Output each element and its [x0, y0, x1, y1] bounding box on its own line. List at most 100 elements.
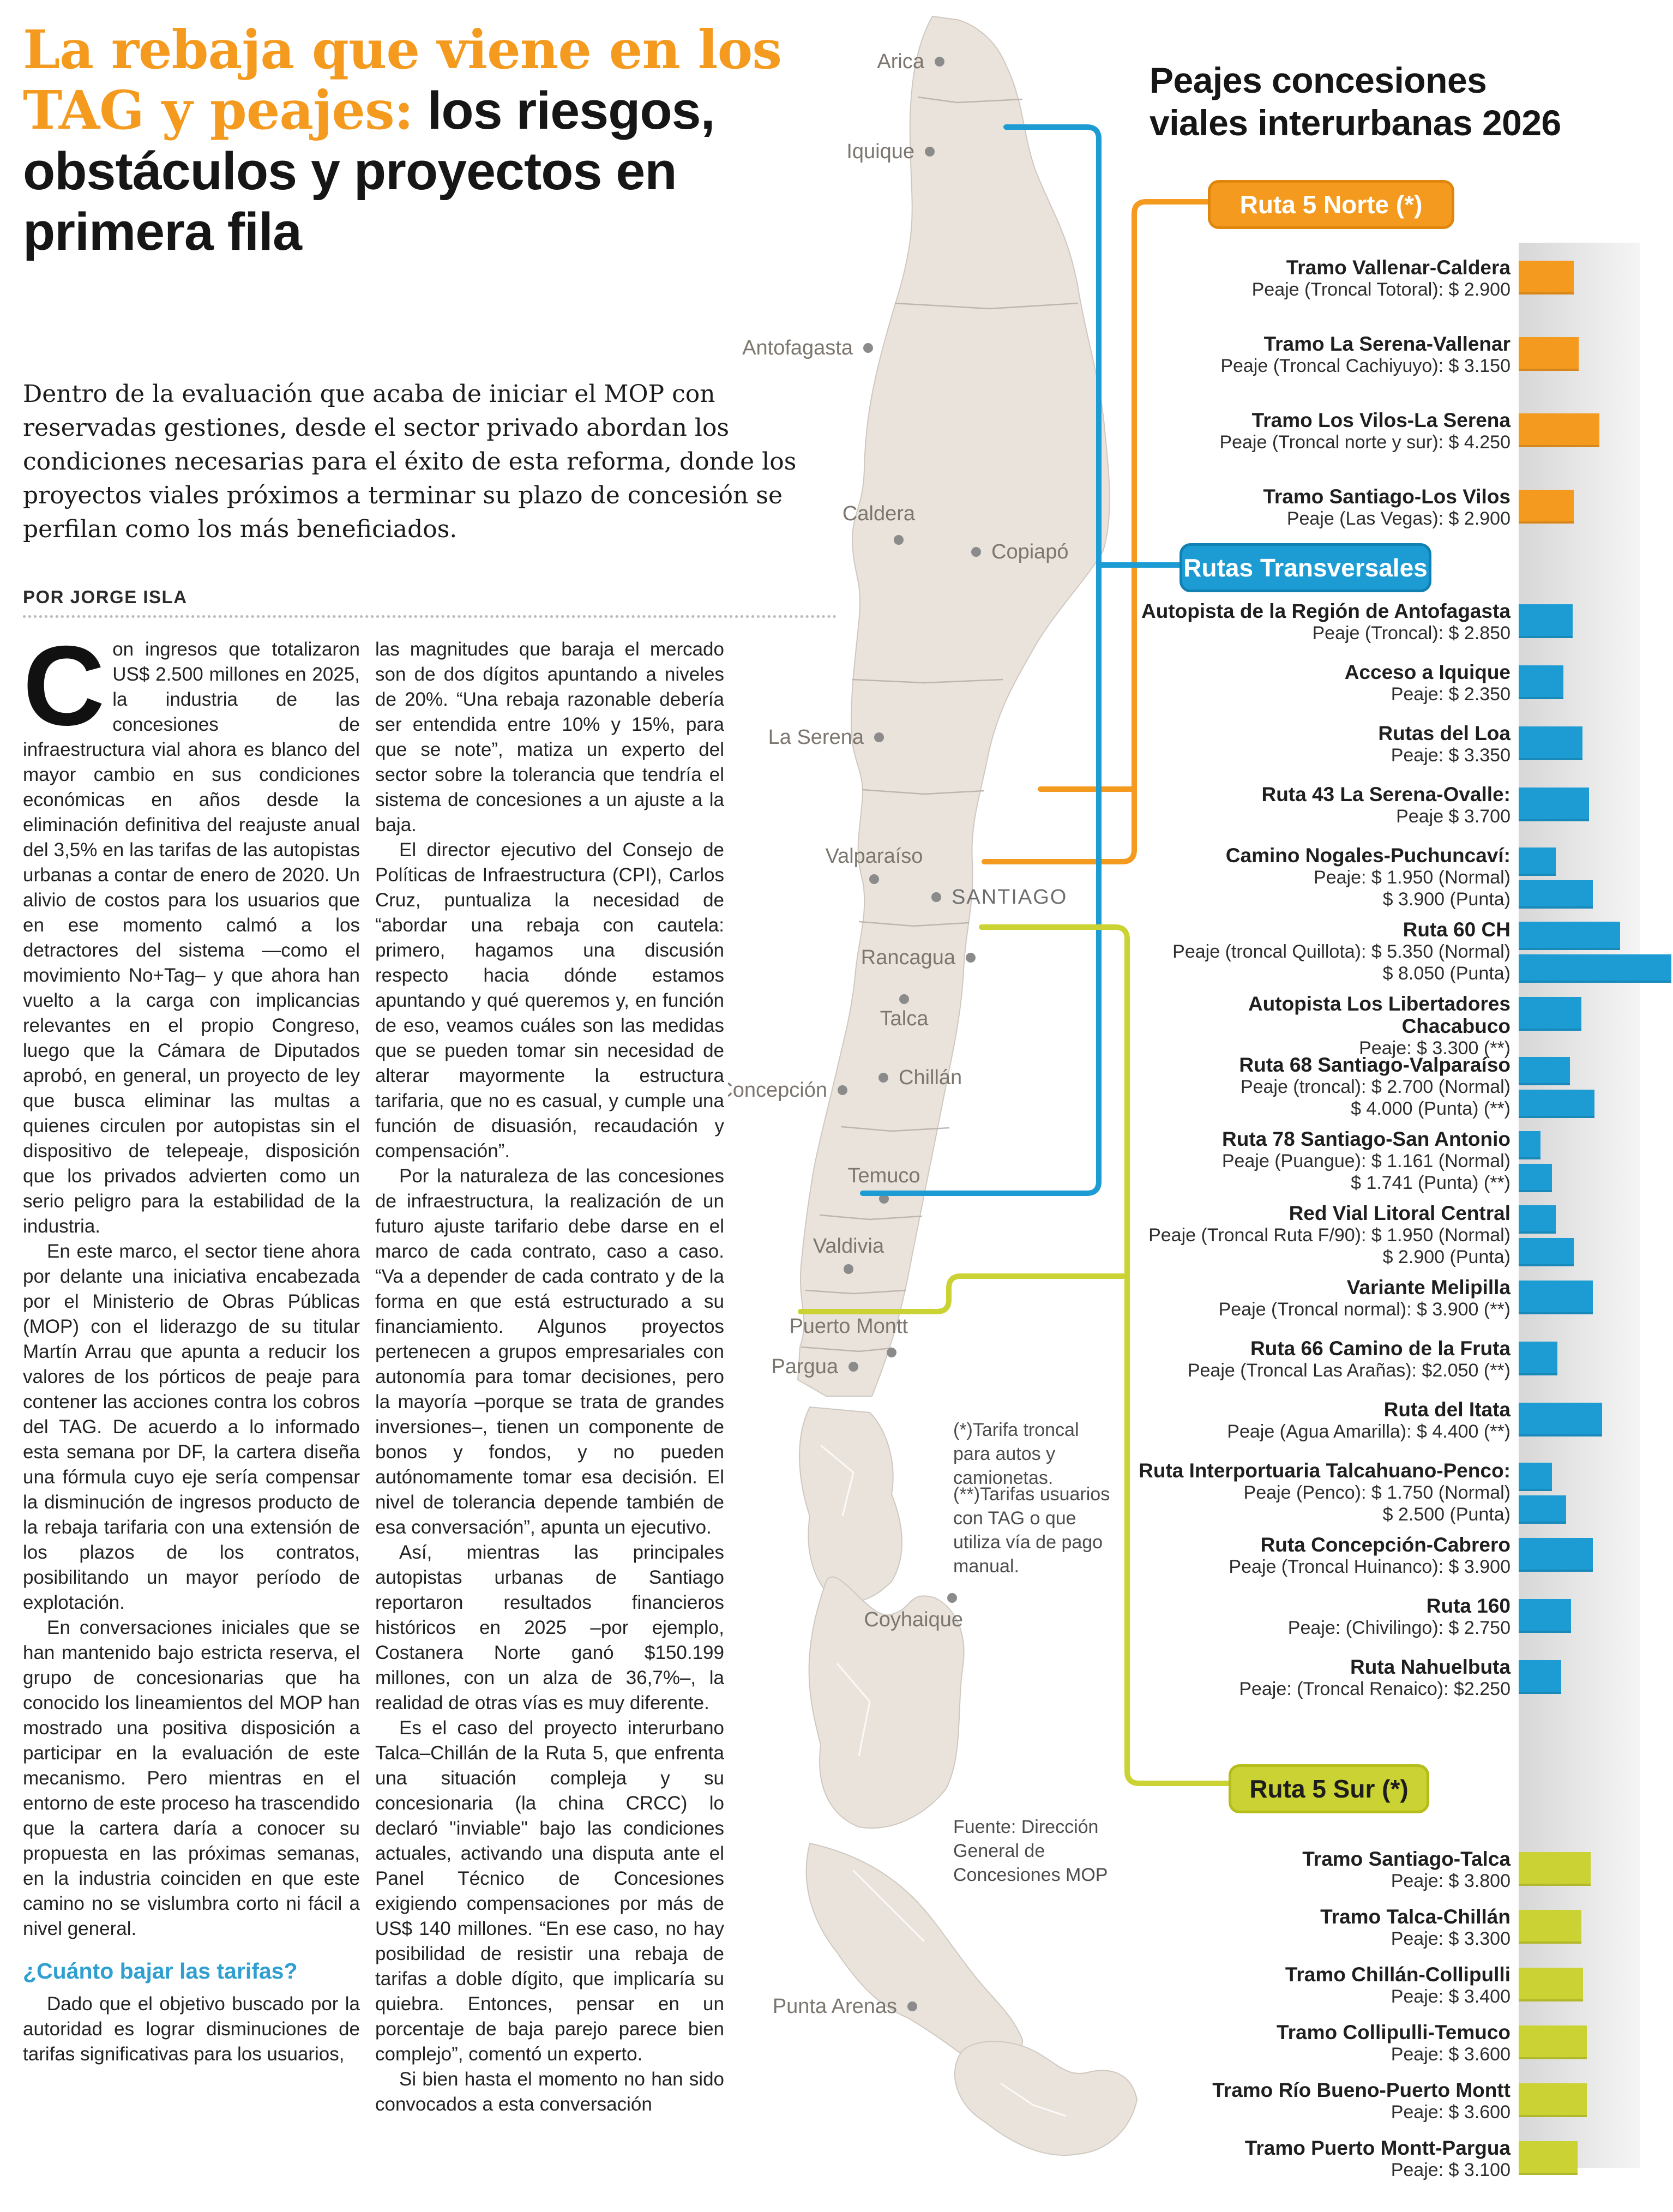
- toll-item-price: Peaje: (Troncal Renaico): $2.250: [1239, 1679, 1510, 1699]
- city-dot: [966, 953, 976, 963]
- toll-bar: [1519, 665, 1563, 699]
- city-label: SANTIAGO: [952, 886, 1067, 909]
- toll-bar: [1519, 1463, 1552, 1491]
- toll-item-price: Peaje: $ 3.350: [1391, 745, 1510, 766]
- toll-bar: [1519, 261, 1574, 294]
- toll-item-title: Autopista Los Libertadores Chacabuco: [1248, 993, 1510, 1037]
- toll-item-title: Variante Melipilla: [1346, 1276, 1510, 1299]
- toll-item-title: Tramo Santiago-Los Vilos: [1263, 485, 1510, 508]
- toll-item-title: Tramo Vallenar-Caldera: [1286, 256, 1510, 279]
- infographic-title-line1: Peajes concesiones: [1150, 60, 1487, 100]
- toll-item-title: Ruta 43 La Serena-Ovalle:: [1261, 783, 1510, 806]
- footnote-2: (**)Tarifas usuarios con TAG o que utili…: [953, 1484, 1110, 1577]
- city-dot: [947, 1593, 957, 1603]
- article-paragraph: El director ejecutivo del Consejo de Pol…: [375, 839, 724, 1162]
- article-column-2: las magnitudes que baraja el mercado son…: [375, 637, 724, 2186]
- toll-item: Ruta Nahuelbuta Peaje: (Troncal Renaico):…: [1134, 1656, 1510, 1700]
- toll-bar: [1519, 1910, 1581, 1944]
- toll-item-price: Peaje: (Chivilingo): $ 2.750: [1287, 1618, 1510, 1638]
- toll-item-price: Peaje: $ 3.400: [1391, 1986, 1510, 2007]
- toll-item: Autopista Los Libertadores Chacabuco Peaj…: [1134, 993, 1510, 1059]
- headline-line: La rebaja que viene en los: [23, 20, 879, 80]
- toll-item: Rutas del Loa Peaje: $ 3.350: [1134, 722, 1510, 766]
- toll-item-title: Ruta Nahuelbuta: [1350, 1656, 1510, 1678]
- toll-bar: [1519, 604, 1573, 638]
- city-dot: [848, 1362, 858, 1372]
- city-label: Puerto Montt: [789, 1315, 908, 1338]
- toll-item-price: Peaje: $ 3.600: [1391, 2102, 1510, 2123]
- toll-item-title: Tramo Río Bueno-Puerto Montt: [1212, 2079, 1510, 2101]
- infographic-title-line2: viales interurbanas 2026: [1150, 103, 1561, 143]
- city-dot: [844, 1264, 853, 1274]
- toll-bar: [1519, 1057, 1570, 1085]
- toll-item-title: Tramo Los Vilos-La Serena: [1251, 409, 1510, 431]
- toll-item-title: Red Vial Litoral Central: [1289, 1202, 1510, 1224]
- toll-item-price: Peaje (Penco): $ 1.750 (Normal): [1243, 1482, 1510, 1503]
- toll-item: Tramo Collipulli-Temuco Peaje: $ 3.600: [1134, 2021, 1510, 2065]
- toll-item-title: Camino Nogales-Puchuncaví:: [1225, 844, 1510, 867]
- article-paragraph: las magnitudes que baraja el mercado son…: [375, 639, 724, 835]
- toll-item-title: Tramo Puerto Montt-Pargua: [1244, 2137, 1510, 2159]
- infographic-title: Peajes concesiones viales interurbanas 2…: [1150, 59, 1662, 144]
- article-paragraph: Así, mientras las principales autopistas…: [375, 1542, 724, 1714]
- toll-item: Ruta 43 La Serena-Ovalle: Peaje $ 3.700: [1134, 783, 1510, 827]
- city-dot: [971, 547, 981, 557]
- section-pill: Ruta 5 Sur (*): [1229, 1764, 1429, 1813]
- toll-bar: [1519, 1164, 1552, 1192]
- toll-item-price: Peaje (troncal Quillota): $ 5.350 (Norma…: [1172, 941, 1510, 962]
- city-dot: [874, 732, 884, 742]
- toll-bar: [1519, 2083, 1587, 2117]
- city-dot: [878, 1073, 888, 1083]
- toll-bar: [1519, 1238, 1574, 1266]
- toll-item-price: Peaje: $ 3.600: [1391, 2044, 1510, 2065]
- article-paragraph: Es el caso del proyecto interurbano Talc…: [375, 1717, 724, 2065]
- toll-item: Tramo Vallenar-Caldera Peaje (Troncal Tot…: [1134, 256, 1510, 300]
- byline: POR JORGE ISLA: [23, 587, 188, 607]
- section-pill: Ruta 5 Norte (*): [1208, 180, 1454, 229]
- section-pill: Rutas Transversales: [1179, 543, 1431, 592]
- toll-bar: [1519, 1205, 1556, 1234]
- toll-item-price: $ 3.900 (Punta): [1382, 889, 1510, 910]
- toll-item: Tramo La Serena-Vallenar Peaje (Troncal C…: [1134, 333, 1510, 377]
- chile-chiloe: [799, 1406, 902, 1603]
- toll-item-price: $ 1.741 (Punta) (**): [1351, 1173, 1510, 1193]
- headline-segment: los riesgos,: [413, 81, 715, 140]
- footnote-1: (*)Tarifa troncal para autos y camioneta…: [953, 1420, 1079, 1488]
- toll-item-price: Peaje (Las Vegas): $ 2.900: [1286, 508, 1510, 529]
- toll-item-price: Peaje: $ 3.300 (**): [1359, 1038, 1510, 1059]
- city-label: Punta Arenas: [773, 1995, 897, 2018]
- toll-item-price: Peaje $ 3.700: [1396, 806, 1510, 827]
- toll-item-title: Autopista de la Región de Antofagasta: [1141, 600, 1510, 622]
- toll-bar: [1519, 2025, 1587, 2059]
- city-label: Antofagasta: [742, 336, 853, 359]
- toll-item-price: Peaje: $ 1.950 (Normal): [1314, 867, 1510, 888]
- city-label: Concepción: [728, 1079, 827, 1102]
- city-label: Talca: [880, 1007, 929, 1030]
- headline-line: TAG y peajes: los riesgos,: [23, 80, 879, 141]
- toll-bar: [1519, 1599, 1571, 1633]
- toll-item: Ruta 68 Santiago-Valparaíso Peaje (tronca…: [1134, 1054, 1510, 1120]
- toll-item-price: Peaje: $ 3.800: [1391, 1871, 1510, 1891]
- toll-item-price: Peaje (Troncal norte y sur): $ 4.250: [1219, 432, 1510, 453]
- article-paragraph: Por la naturaleza de las concesiones de …: [375, 1165, 724, 1538]
- toll-item-price: $ 2.500 (Punta): [1382, 1504, 1510, 1525]
- city-label: Coyhaique: [864, 1608, 963, 1631]
- city-label: La Serena: [768, 726, 864, 749]
- article-paragraph: En conversaciones iniciales que se han m…: [23, 1617, 360, 1939]
- toll-bar: [1519, 490, 1574, 524]
- toll-item: Camino Nogales-Puchuncaví: Peaje: $ 1.950…: [1134, 844, 1510, 910]
- toll-item: Tramo Los Vilos-La Serena Peaje (Troncal …: [1134, 409, 1510, 453]
- toll-item-price: $ 8.050 (Punta): [1382, 963, 1510, 984]
- city-label: Arica: [877, 50, 924, 73]
- toll-item-price: Peaje (Troncal normal): $ 3.900 (**): [1218, 1299, 1510, 1320]
- article-paragraph: Con ingresos que totalizaron US$ 2.500 m…: [23, 637, 360, 1237]
- toll-bar: [1519, 1538, 1593, 1572]
- toll-item: Red Vial Litoral Central Peaje (Troncal R…: [1134, 1202, 1510, 1268]
- city-dot: [887, 1348, 896, 1357]
- city-dot: [899, 994, 909, 1004]
- toll-item-price: Peaje (Troncal Cachiyuyo): $ 3.150: [1220, 356, 1510, 376]
- toll-item-title: Ruta 60 CH: [1403, 918, 1510, 941]
- fjord-texture: [820, 1444, 1067, 2117]
- city-dot: [894, 535, 904, 545]
